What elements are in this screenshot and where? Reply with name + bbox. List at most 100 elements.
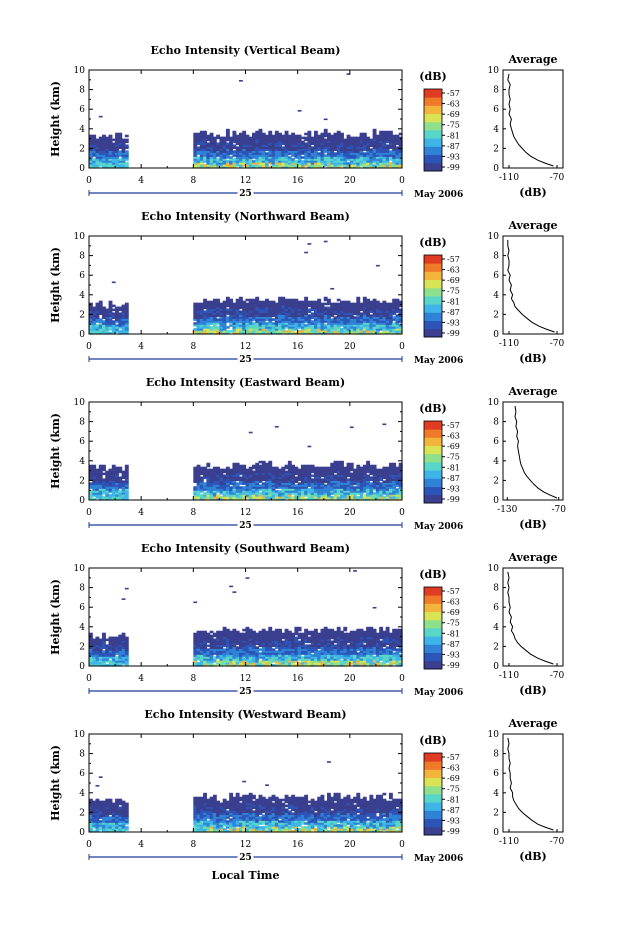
- heatmap-cell: [225, 296, 230, 300]
- heatmap-cell: [92, 662, 97, 665]
- heatmap-cell: [320, 468, 325, 472]
- heatmap-cell: [206, 462, 211, 466]
- heatmap-cell: [102, 642, 106, 646]
- heatmap-cell: [291, 308, 296, 312]
- heatmap-cell: [238, 480, 243, 483]
- heatmap-cell: [238, 134, 243, 138]
- heatmap-cell: [346, 324, 351, 327]
- heatmap-cell: [216, 312, 221, 315]
- heatmap-cell: [369, 466, 374, 470]
- heatmap-cell: [95, 480, 100, 483]
- heatmap-cell: [252, 164, 256, 167]
- heatmap-cell: [372, 302, 377, 306]
- heatmap-cell: [307, 144, 312, 148]
- heatmap-cell: [216, 162, 221, 165]
- heatmap-cell: [98, 152, 103, 155]
- heatmap-cell: [333, 492, 338, 495]
- heatmap-cell: [115, 472, 119, 476]
- heatmap-cell: [340, 152, 344, 155]
- heatmap-cell: [375, 494, 380, 497]
- heatmap-cell: [121, 138, 126, 142]
- heatmap-cell: [245, 154, 250, 157]
- heatmap-cell: [92, 314, 97, 317]
- heatmap-cell: [359, 330, 364, 333]
- heatmap-cell: [255, 474, 260, 478]
- heatmap-cell: [271, 324, 276, 327]
- heatmap-cell: [206, 478, 211, 481]
- heatmap-cell: [340, 480, 344, 483]
- heatmap-cell: [115, 496, 119, 499]
- heatmap-cell: [242, 474, 247, 478]
- heatmap-cell: [349, 464, 354, 468]
- heatmap-cell: [121, 308, 126, 312]
- heatmap-cell: [388, 482, 393, 485]
- heatmap-cell: [353, 310, 357, 314]
- heatmap-cell: [320, 320, 325, 323]
- heatmap-cell: [229, 654, 234, 657]
- heatmap-cell: [359, 306, 364, 310]
- heatmap-cell: [307, 142, 312, 146]
- heatmap-cell: [121, 494, 126, 497]
- heatmap-cell: [95, 490, 100, 493]
- heatmap-cell: [372, 498, 377, 501]
- heatmap-cell: [98, 650, 103, 653]
- profile-y-tick-label: 8: [493, 252, 499, 262]
- heatmap-cell: [362, 322, 367, 325]
- heatmap-cell: [268, 626, 273, 630]
- heatmap-cell: [291, 154, 296, 157]
- heatmap-cell: [115, 492, 119, 495]
- heatmap-cell: [307, 326, 312, 329]
- x-tick-label: 8: [190, 342, 196, 352]
- heatmap-cell: [219, 328, 224, 331]
- heatmap-cell: [379, 308, 384, 312]
- heatmap-cell: [199, 468, 204, 472]
- heatmap-cell: [392, 140, 397, 144]
- heatmap-cell: [209, 330, 214, 333]
- heatmap-cell: [278, 642, 282, 646]
- heatmap-cell: [297, 642, 302, 646]
- heatmap-cell: [291, 466, 296, 470]
- heatmap-cell: [320, 498, 325, 501]
- heatmap-cell: [245, 482, 250, 485]
- heatmap-cell: [297, 138, 302, 142]
- heatmap-cell: [398, 308, 403, 312]
- heatmap-cell: [216, 480, 221, 483]
- heatmap-cell: [235, 642, 240, 646]
- heatmap-cell: [336, 162, 341, 165]
- heatmap-cell: [385, 304, 390, 308]
- heatmap-cell: [317, 474, 322, 478]
- heatmap-cell: [327, 142, 331, 146]
- heatmap-cell: [307, 652, 312, 655]
- heatmap-cell: [333, 460, 338, 464]
- heatmap-cell: [261, 166, 266, 169]
- heatmap-cell: [336, 464, 341, 468]
- heatmap-cell: [372, 318, 377, 321]
- heatmap-cell: [238, 144, 243, 148]
- heatmap-cell: [206, 648, 211, 651]
- heatmap-cell: [271, 478, 276, 481]
- heatmap-cell: [287, 150, 292, 153]
- heatmap-cell: [313, 488, 318, 491]
- heatmap-cell: [95, 662, 100, 665]
- heatmap-cell: [278, 486, 282, 489]
- heatmap-cell: [242, 130, 247, 134]
- heatmap-cell: [89, 148, 93, 151]
- heatmap-cell: [203, 152, 207, 155]
- heatmap-cell: [294, 152, 299, 155]
- heatmap-cell: [95, 304, 100, 308]
- heatmap-cell: [313, 162, 318, 165]
- heatmap-cell: [219, 324, 224, 327]
- heatmap-cell: [388, 162, 393, 165]
- heatmap-cell: [287, 660, 292, 663]
- heatmap-cell: [105, 316, 110, 319]
- heatmap-cell: [199, 156, 204, 159]
- heatmap-cell: [310, 308, 315, 312]
- heatmap-cell: [261, 464, 266, 468]
- heatmap-cell: [235, 308, 240, 312]
- heatmap-cell: [271, 476, 276, 480]
- heatmap-cell: [346, 150, 351, 153]
- heatmap-cell: [372, 484, 377, 487]
- heatmap-cell: [274, 484, 279, 487]
- heatmap-cell: [307, 472, 312, 476]
- heatmap-cell: [235, 662, 240, 665]
